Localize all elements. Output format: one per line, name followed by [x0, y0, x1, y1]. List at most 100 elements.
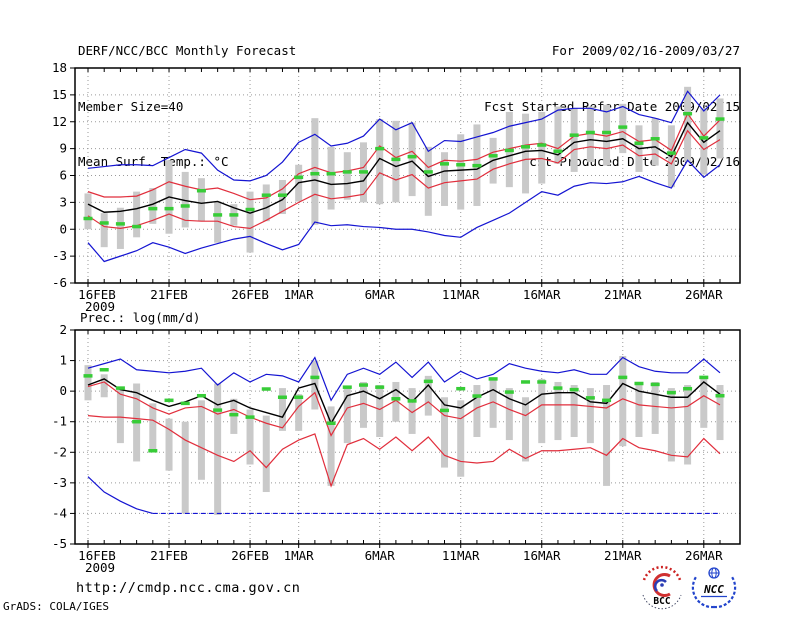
bcc-logo-label: BCC	[653, 596, 670, 607]
spread-bar	[116, 386, 124, 444]
y-tick-label: 2	[59, 322, 67, 337]
y-tick-label: 9	[59, 141, 67, 156]
spread-bar	[392, 120, 400, 203]
spread-bar	[651, 381, 659, 434]
spread-bar	[408, 122, 416, 197]
spread-bar	[684, 86, 692, 163]
spread-bar	[570, 108, 578, 172]
bcc-logo-icon: BCC	[642, 565, 682, 610]
spread-bar	[246, 191, 254, 253]
source-url: http://cmdp.ncc.cma.gov.cn	[76, 580, 301, 596]
spread-bar	[181, 171, 189, 228]
y-tick-label: 0	[59, 383, 67, 398]
x-tick-label: 21FEB	[150, 287, 188, 302]
spread-bar	[651, 118, 659, 166]
spread-bar	[570, 385, 578, 437]
blue-upper-line	[87, 90, 721, 182]
spread-bar	[538, 111, 546, 184]
y-tick-label: -6	[52, 275, 67, 290]
spread-bar	[327, 406, 335, 486]
x-year-label: 2009	[85, 299, 115, 314]
spread-bar	[359, 381, 367, 428]
spread-bar	[586, 106, 594, 163]
spread-bar	[603, 385, 611, 486]
y-tick-label: 3	[59, 194, 67, 209]
spread-bar	[376, 385, 384, 437]
blue-upper-line	[87, 356, 721, 402]
x-tick-label: 21FEB	[150, 548, 188, 563]
y-tick-label: -3	[52, 475, 67, 490]
x-tick-label: 16MAR	[523, 548, 561, 563]
spread-bar	[376, 119, 384, 205]
chart-Mean Surf. Temp.: °C: 1815129630-3-616FEB200921FEB 26FEB 1MAR 6MA…	[52, 60, 741, 314]
report-title: DERF/NCC/BCC Monthly Forecast	[78, 43, 297, 58]
spread-bar	[441, 397, 449, 468]
spread-bar	[197, 178, 205, 222]
x-tick-label: 21MAR	[604, 548, 642, 563]
spread-bar	[278, 388, 286, 431]
spread-bar	[489, 378, 497, 428]
x-tick-label: 1MAR	[284, 548, 315, 563]
x-tick-label: 11MAR	[442, 287, 480, 302]
spread-bar	[700, 377, 708, 428]
y-tick-label: 15	[52, 87, 67, 102]
spread-bar	[133, 191, 141, 238]
spread-bar	[278, 179, 286, 215]
spread-bar	[424, 146, 432, 216]
spread-bar	[262, 415, 270, 493]
y-tick-label: -3	[52, 248, 67, 263]
y-tick-label: 6	[59, 168, 67, 183]
spread-bar	[408, 388, 416, 434]
black-mean-line	[87, 121, 721, 214]
spread-bar	[619, 355, 627, 447]
footer-logos: BCC NCC	[642, 565, 737, 610]
spread-bar	[424, 375, 432, 416]
spread-bar	[262, 184, 270, 222]
red-lower-line	[87, 129, 721, 229]
spread-bar	[100, 213, 108, 248]
blue-lower-line	[87, 476, 153, 515]
red-upper-line	[87, 381, 721, 437]
spread-bar	[214, 201, 222, 243]
spread-bar	[165, 418, 173, 471]
spread-bar	[684, 385, 692, 465]
spread-bar	[522, 113, 530, 194]
spread-bar	[522, 397, 530, 462]
x-tick-label: 16FEB	[78, 287, 116, 302]
spread-bar	[149, 188, 157, 224]
spread-bar	[84, 193, 92, 230]
x-tick-label: 11MAR	[442, 548, 480, 563]
spread-bar	[667, 388, 675, 462]
member-size-label: Member Size=40	[78, 98, 184, 114]
x-year-label: 2009	[85, 560, 115, 575]
x-tick-label: 26MAR	[685, 548, 723, 563]
spread-bar	[538, 378, 546, 444]
red-lower-line	[87, 415, 721, 488]
spread-bar	[635, 381, 643, 437]
spread-bar	[554, 106, 562, 164]
spread-bar	[603, 104, 611, 166]
y-tick-label: 18	[52, 60, 67, 75]
spread-bar	[343, 388, 351, 444]
forecast-range-label: For 2009/02/16-2009/03/27	[551, 43, 740, 58]
x-tick-label: 6MAR	[365, 548, 396, 563]
x-tick-label: 21MAR	[604, 287, 642, 302]
x-tick-label: 26MAR	[685, 287, 723, 302]
spread-bar	[586, 388, 594, 444]
spread-bar	[311, 118, 319, 225]
spread-bar	[473, 385, 481, 437]
spread-bar	[716, 385, 724, 441]
spread-bar	[84, 365, 92, 401]
y-tick-label: 12	[52, 114, 67, 129]
y-tick-label: -5	[52, 536, 67, 551]
spread-bar	[214, 383, 222, 515]
black-mean-line	[87, 378, 721, 425]
y-tick-label: -4	[52, 505, 67, 520]
x-tick-label: 1MAR	[284, 287, 315, 302]
ncc-logo-label: NCC	[703, 583, 724, 596]
spread-bar	[392, 381, 400, 422]
spread-bar	[505, 388, 513, 441]
x-tick-label: 16MAR	[523, 287, 561, 302]
